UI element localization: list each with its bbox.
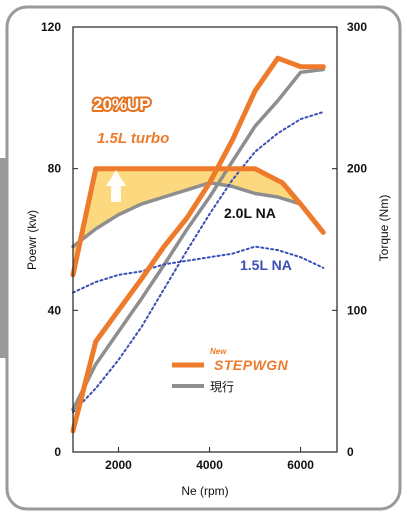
- y-right-tick-label: 100: [347, 303, 367, 317]
- y-left-tick-label: 0: [54, 445, 61, 459]
- series-line-current-torque: [71, 67, 326, 412]
- y-right-tick-label: 0: [347, 445, 354, 459]
- annotation-turbo: 1.5L turbo: [97, 130, 169, 147]
- series-line-na-torque: [72, 111, 325, 414]
- x-tick-label: 6000: [287, 458, 314, 472]
- plot-area: [73, 27, 337, 452]
- plot-frame: [72, 26, 338, 453]
- y-left-tick-label: 80: [48, 162, 62, 176]
- x-tick-label: 4000: [196, 458, 223, 472]
- y-axis-right-label: Torque (Nm): [377, 195, 391, 262]
- series-line-na-power: [72, 245, 325, 294]
- annotation-20-percent-up: 20%UP: [93, 95, 151, 114]
- legend-new-label: STEPWGN: [214, 357, 289, 373]
- y-axis-left-label: Poewr (kw): [25, 210, 39, 270]
- y-left-tick-label: 120: [41, 20, 61, 34]
- legend: New STEPWGN 現行: [172, 347, 289, 394]
- up-arrow-icon: [106, 170, 126, 202]
- annotation-1-5l-na: 1.5L NA: [240, 257, 292, 273]
- legend-new-tag: New: [210, 347, 227, 356]
- x-axis-label: Ne (rpm): [181, 484, 228, 498]
- x-tick-label: 2000: [105, 458, 132, 472]
- annotation-2-0l-na: 2.0L NA: [224, 205, 276, 221]
- y-left-tick-label: 40: [48, 303, 62, 317]
- series-line-new-power: [70, 166, 326, 278]
- series-line-current-power: [71, 181, 303, 249]
- series-line-new-torque: [70, 55, 326, 434]
- y-right-tick-label: 200: [347, 162, 367, 176]
- power-gain-fill: [73, 168, 301, 275]
- y-right-tick-label: 300: [347, 20, 367, 34]
- legend-current-label: 現行: [210, 380, 234, 394]
